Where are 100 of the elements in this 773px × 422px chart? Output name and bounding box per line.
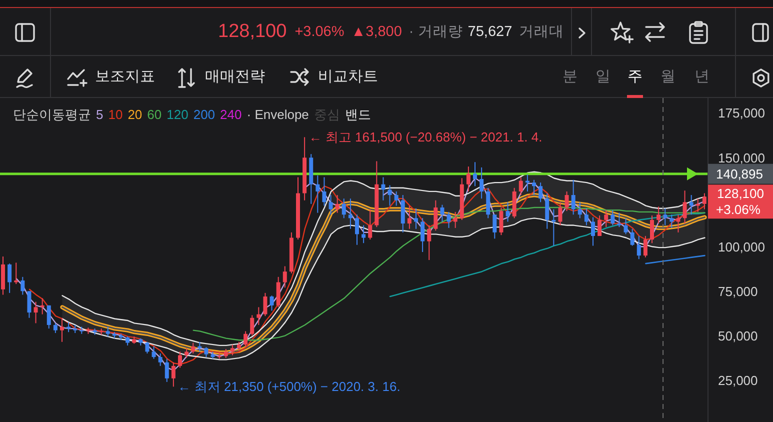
candlestick xyxy=(178,351,182,368)
legend-label: 240 xyxy=(220,107,242,123)
candlestick xyxy=(46,304,51,330)
candlestick xyxy=(558,202,562,226)
line-series xyxy=(645,254,706,264)
candlestick xyxy=(492,214,497,240)
candlestick xyxy=(532,179,536,196)
candlestick xyxy=(578,202,582,219)
text: 주 xyxy=(628,67,642,87)
y-tick-label: 25,000 xyxy=(718,372,758,388)
candlestick xyxy=(630,228,634,246)
candlestick xyxy=(270,295,274,312)
candlestick xyxy=(564,190,569,212)
candlestick xyxy=(636,235,641,260)
candlestick xyxy=(499,206,504,236)
text: +3.06% xyxy=(716,202,761,218)
annotation: ← 최저 21,350 (+500%) − 2020. 3. 16. xyxy=(178,379,400,394)
annotation: · Envelope xyxy=(246,107,309,123)
candlestick xyxy=(158,352,162,366)
candlestick xyxy=(624,218,628,235)
candlestick xyxy=(244,330,248,347)
candlestick xyxy=(420,218,425,252)
text: 일 xyxy=(596,67,610,87)
candlestick xyxy=(682,190,687,224)
y-tick-label: 175,000 xyxy=(718,106,765,121)
text: 월 xyxy=(660,67,676,87)
text: 분 xyxy=(562,67,578,87)
candlestick xyxy=(335,194,340,214)
candlestick xyxy=(282,266,287,288)
candlestick xyxy=(388,184,392,206)
candlestick xyxy=(407,205,412,230)
candlestick xyxy=(316,174,320,214)
candlestick xyxy=(434,200,438,232)
candlestick xyxy=(263,292,268,317)
candlestick xyxy=(486,187,490,219)
candlestick xyxy=(394,190,398,206)
candlestick xyxy=(617,212,622,228)
text: 128,100 xyxy=(717,186,764,202)
candlestick xyxy=(362,224,366,244)
candlestick xyxy=(322,176,326,206)
candlestick xyxy=(571,179,576,216)
candlestick xyxy=(230,344,234,356)
candlestick xyxy=(171,362,176,388)
y-tick-label: 75,000 xyxy=(718,284,758,299)
candlestick xyxy=(473,162,477,187)
y-tick-label: 100,000 xyxy=(718,239,765,254)
candlestick xyxy=(506,202,510,222)
annotation: ← 최고 161,500 (−20.68%) − 2021. 1. 4. xyxy=(308,130,542,145)
candlestick xyxy=(145,341,150,354)
text: 20 xyxy=(128,107,142,123)
candlestick xyxy=(545,192,550,230)
candlestick xyxy=(328,194,333,216)
candlestick xyxy=(34,301,38,324)
candlestick xyxy=(368,208,372,240)
candlestick xyxy=(689,194,694,216)
candlestick xyxy=(60,317,64,342)
candlestick xyxy=(20,276,25,296)
candlestick xyxy=(27,290,32,318)
legend-title: 단순이동평균 xyxy=(13,107,91,123)
text: 매매전략 xyxy=(205,67,265,87)
candlestick xyxy=(381,176,386,201)
candlestick xyxy=(518,176,523,196)
candlestick xyxy=(446,211,451,228)
y-tick-label: 50,000 xyxy=(718,328,758,344)
candlestick xyxy=(670,214,674,228)
candlestick xyxy=(676,214,680,233)
candlestick xyxy=(427,224,432,260)
candlestick xyxy=(453,211,458,228)
text: ▲3,800 xyxy=(351,24,402,40)
candlestick xyxy=(276,276,280,308)
text: 128,100 xyxy=(218,20,287,42)
text: 75,627 xyxy=(468,24,512,40)
candlestick xyxy=(610,210,615,226)
candlestick xyxy=(204,346,208,358)
text: +3.06% xyxy=(294,24,344,40)
candlestick xyxy=(604,210,608,228)
candlestick xyxy=(355,214,359,246)
text: 5 xyxy=(96,107,104,123)
text: 60 xyxy=(147,107,162,123)
text: 120 xyxy=(166,107,188,123)
candlestick xyxy=(184,348,189,358)
candlestick xyxy=(538,182,543,203)
candlestick xyxy=(256,306,261,326)
candlestick xyxy=(191,342,196,354)
candlestick xyxy=(584,208,588,226)
text: 보조지표 xyxy=(95,67,155,87)
text: 10 xyxy=(108,107,123,123)
candlestick xyxy=(440,204,444,222)
candlestick xyxy=(348,198,352,230)
candlestick xyxy=(8,263,12,294)
candlestick xyxy=(400,194,405,233)
candlestick xyxy=(106,326,110,338)
candlestick xyxy=(598,214,602,236)
candlestick xyxy=(591,216,595,246)
text: 거래대 xyxy=(519,23,564,41)
candlestick xyxy=(53,322,58,334)
text: 140,895 xyxy=(716,166,763,182)
y-tick-label: 150,000 xyxy=(718,150,765,166)
candlestick xyxy=(164,358,169,382)
candlestick xyxy=(414,208,418,230)
